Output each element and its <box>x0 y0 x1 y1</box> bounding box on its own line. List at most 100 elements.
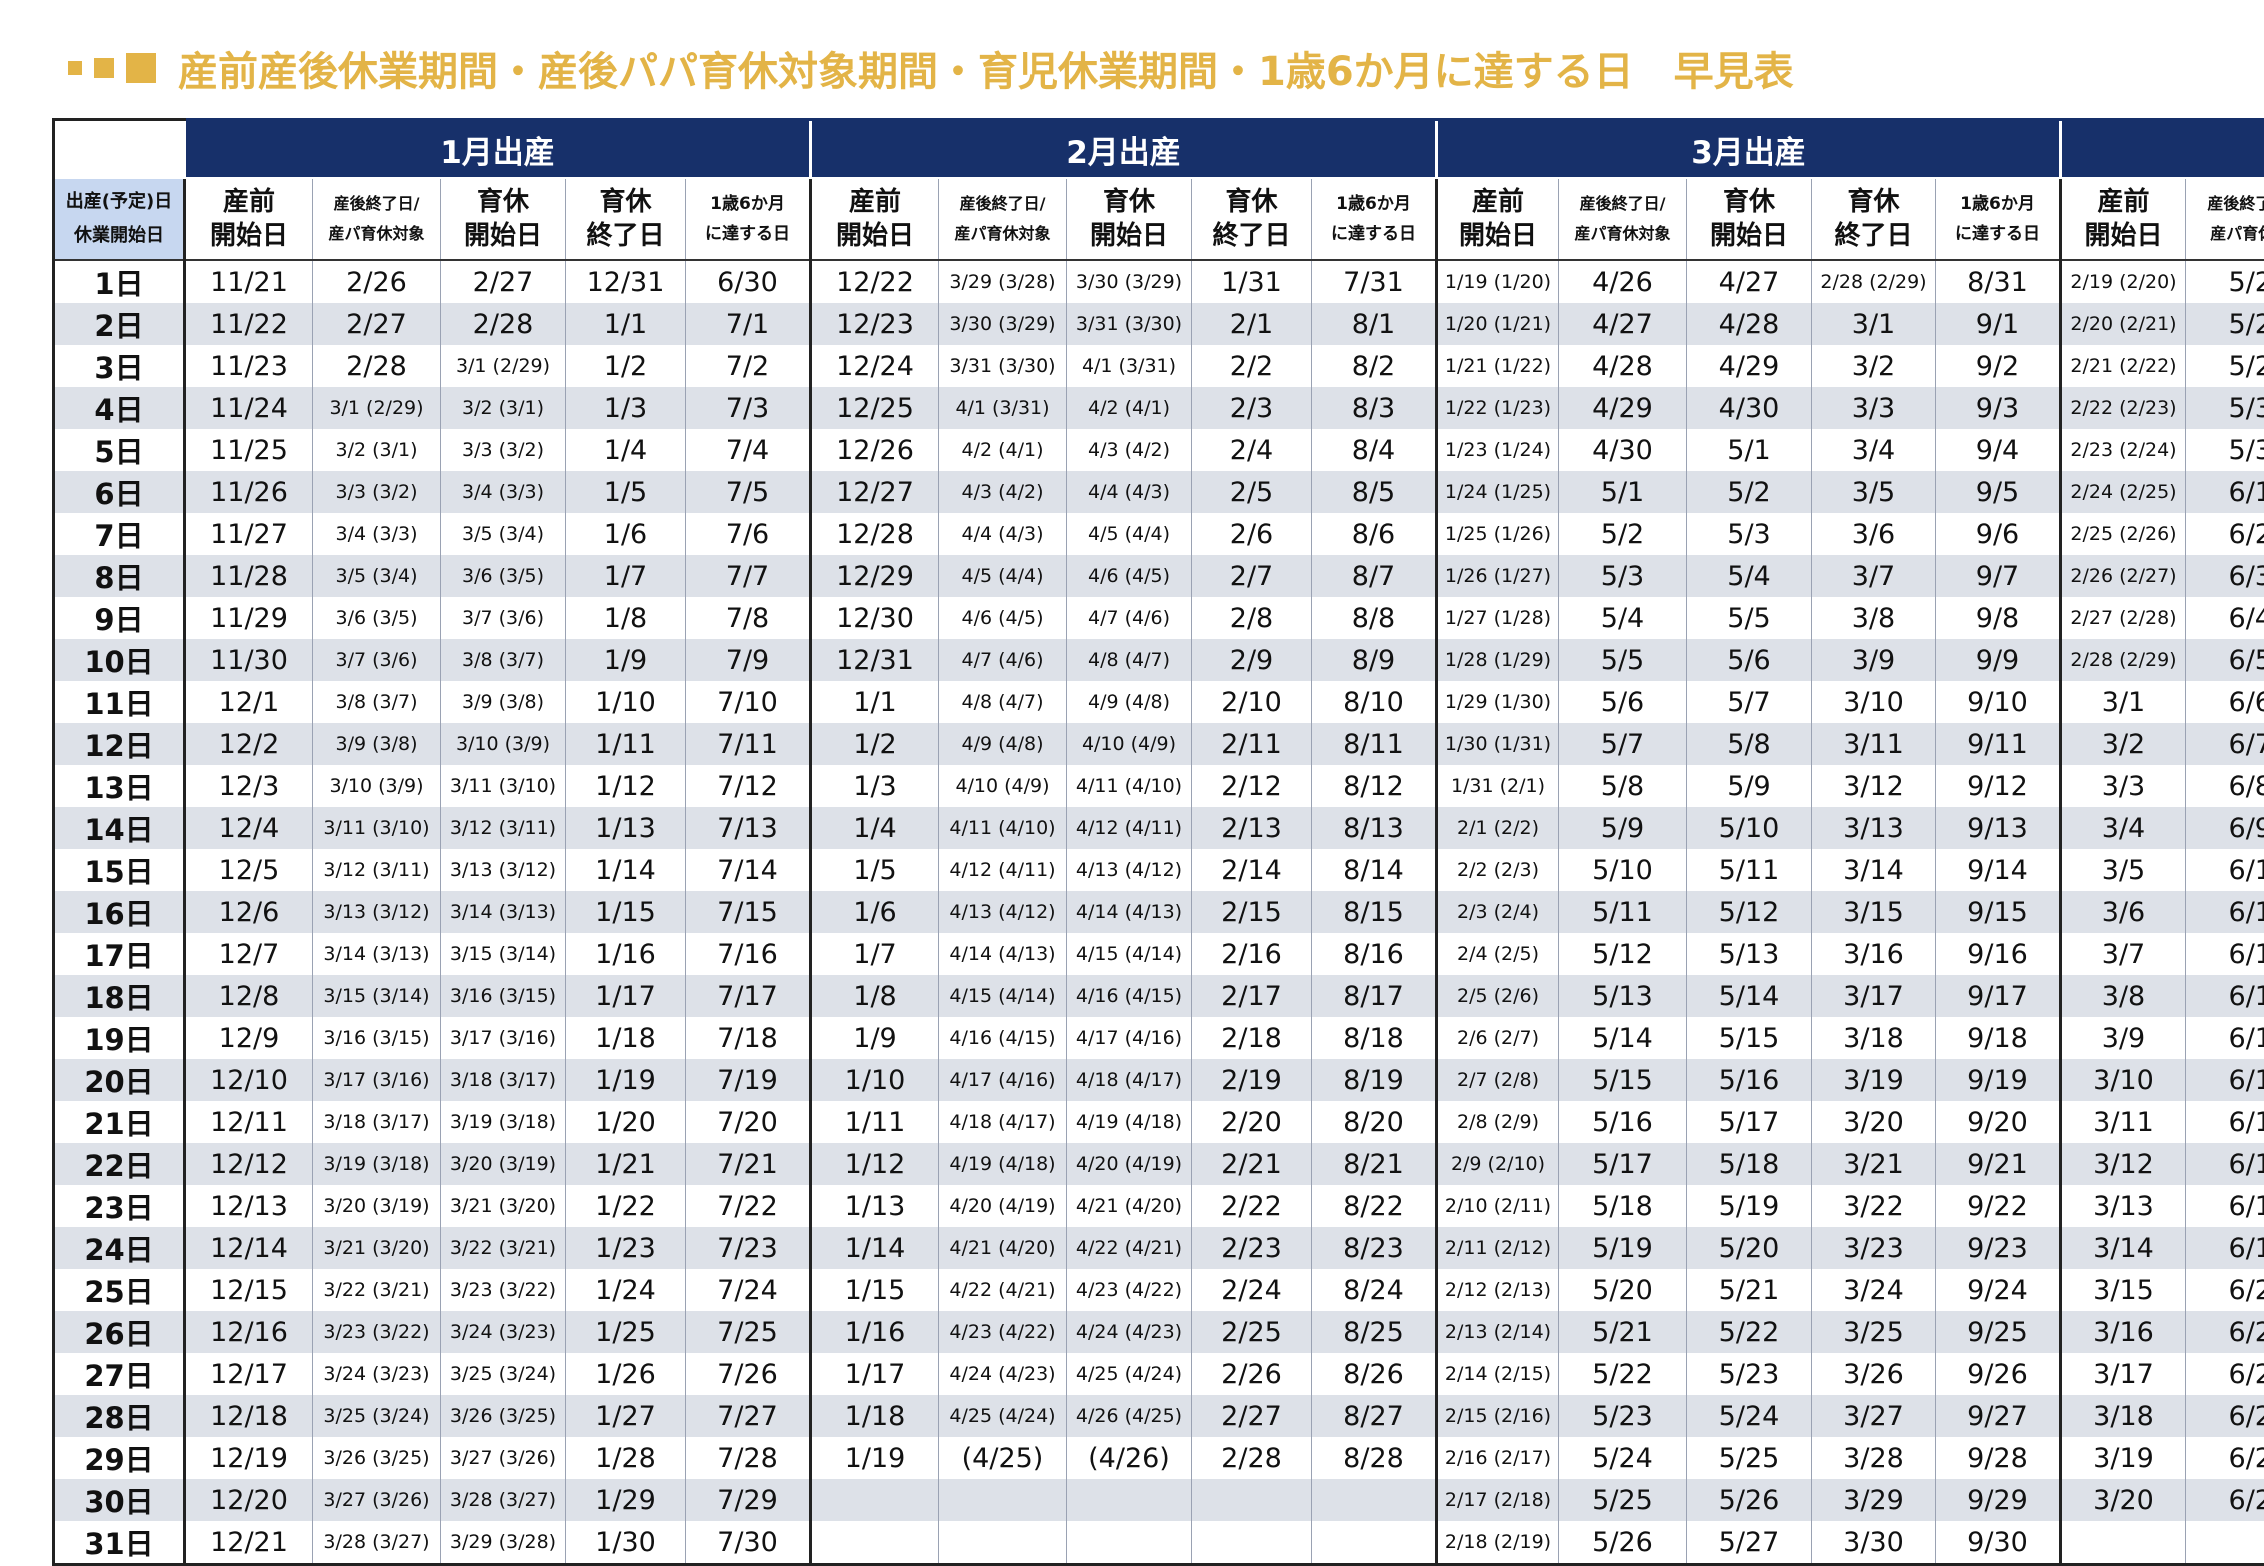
table-cell: 1/6 <box>566 513 686 555</box>
table-cell: 1/12 <box>566 765 686 807</box>
table-cell: 1/29 (1/30) <box>1437 681 1559 723</box>
table-cell: 6/2 <box>2186 1311 2264 1353</box>
table-cell <box>1312 1521 1437 1565</box>
col-header-childcare-start-line1: 育休 <box>441 185 565 219</box>
table-cell: 3/13 <box>2061 1185 2186 1227</box>
table-cell: 9/3 <box>1936 387 2061 429</box>
table-cell: 3/22 (3/21) <box>313 1269 441 1311</box>
table-cell: 3/8 (3/7) <box>313 681 441 723</box>
table-cell: 5/20 <box>1687 1227 1812 1269</box>
table-cell: 5/21 <box>1687 1269 1812 1311</box>
day-label: 8日 <box>54 555 185 597</box>
table-cell: 1/6 <box>811 891 939 933</box>
col-header-postnatal-end: 産後終了日/産パ育休対 <box>2186 178 2264 260</box>
table-cell: 3/2 (3/1) <box>313 429 441 471</box>
table-cell: 9/4 <box>1936 429 2061 471</box>
day-label: 19日 <box>54 1017 185 1059</box>
col-header-childcare-end-line2: 終了日 <box>1192 219 1311 253</box>
table-cell: 3/2 <box>1812 345 1936 387</box>
table-cell: 4/27 <box>1559 303 1687 345</box>
table-cell: 1/8 <box>566 597 686 639</box>
table-cell: 12/6 <box>185 891 313 933</box>
table-cell: 2/12 <box>1192 765 1312 807</box>
table-cell: 5/4 <box>1559 597 1687 639</box>
leave-period-table: 1月出産 2月出産 3月出産 出産(予定)日休業開始日産前開始日産後終了日/産パ… <box>52 118 2264 1566</box>
table-cell: 3/15 <box>2061 1269 2186 1311</box>
table-cell: 6/2 <box>2186 1395 2264 1437</box>
table-cell: 3/30 <box>1812 1521 1936 1565</box>
col-header-prenatal-start-line1: 産前 <box>186 185 312 219</box>
table-cell: 3/25 <box>1812 1311 1936 1353</box>
table-cell: 5/19 <box>1559 1227 1687 1269</box>
table-cell: 1/2 <box>566 345 686 387</box>
table-cell: 4/4 (4/3) <box>939 513 1067 555</box>
table-cell: 1/7 <box>811 933 939 975</box>
table-cell: 3/11 <box>2061 1101 2186 1143</box>
col-header-childcare-start: 育休開始日 <box>1687 178 1812 260</box>
table-cell: 2/21 (2/22) <box>2061 345 2186 387</box>
table-cell: 6/1 <box>2186 849 2264 891</box>
table-cell: 2/9 (2/10) <box>1437 1143 1559 1185</box>
table-cell: 4/13 (4/12) <box>939 891 1067 933</box>
table-cell: 1/28 <box>566 1437 686 1479</box>
table-cell: 2/13 (2/14) <box>1437 1311 1559 1353</box>
table-cell: 2/26 <box>1192 1353 1312 1395</box>
table-cell: 9/30 <box>1936 1521 2061 1565</box>
table-cell: 1/28 (1/29) <box>1437 639 1559 681</box>
table-cell: 3/7 (3/6) <box>313 639 441 681</box>
table-cell <box>939 1521 1067 1565</box>
table-cell: 3/28 (3/27) <box>441 1479 566 1521</box>
table-cell: 6/1 <box>2186 891 2264 933</box>
table-cell: 3/14 (3/13) <box>441 891 566 933</box>
table-cell: 3/18 <box>1812 1017 1936 1059</box>
table-cell: 1/11 <box>811 1101 939 1143</box>
table-cell: 7/21 <box>686 1143 811 1185</box>
table-cell: 2/17 (2/18) <box>1437 1479 1559 1521</box>
table-cell: 8/27 <box>1312 1395 1437 1437</box>
table-cell: 12/16 <box>185 1311 313 1353</box>
table-cell: 3/31 (3/30) <box>1067 303 1192 345</box>
table-cell: 4/24 (4/23) <box>1067 1311 1192 1353</box>
table-cell: 2/2 (2/3) <box>1437 849 1559 891</box>
table-cell: 12/12 <box>185 1143 313 1185</box>
table-cell: 4/20 (4/19) <box>939 1185 1067 1227</box>
table-cell: 8/23 <box>1312 1227 1437 1269</box>
table-cell: 4/8 (4/7) <box>939 681 1067 723</box>
table-cell: 6/6 <box>2186 681 2264 723</box>
col-header-prenatal-start-line2: 開始日 <box>2062 219 2185 253</box>
table-cell: 7/27 <box>686 1395 811 1437</box>
table-cell: 7/23 <box>686 1227 811 1269</box>
table-cell: 9/24 <box>1936 1269 2061 1311</box>
table-cell: 7/13 <box>686 807 811 849</box>
col-header-age-1y6m-line2: に達する日 <box>686 219 809 249</box>
col-header-age-1y6m-line1: 1歳6か月 <box>1312 189 1435 219</box>
col-header-postnatal-end-line1: 産後終了日/ <box>939 189 1066 219</box>
table-cell: 5/26 <box>1687 1479 1812 1521</box>
table-cell: 4/30 <box>1687 387 1812 429</box>
table-cell: 12/19 <box>185 1437 313 1479</box>
table-cell: 8/25 <box>1312 1311 1437 1353</box>
table-cell: 7/14 <box>686 849 811 891</box>
day-label: 29日 <box>54 1437 185 1479</box>
col-header-postnatal-end-line2: 産パ育休対 <box>2186 219 2264 249</box>
col-header-postnatal-end-line2: 産パ育休対象 <box>313 219 440 249</box>
table-cell: 12/11 <box>185 1101 313 1143</box>
table-cell: 7/20 <box>686 1101 811 1143</box>
table-cell: 1/10 <box>566 681 686 723</box>
table-cell: 4/19 (4/18) <box>939 1143 1067 1185</box>
col-header-childcare-end: 育休終了日 <box>1192 178 1312 260</box>
table-cell: 4/26 (4/25) <box>1067 1395 1192 1437</box>
table-cell: 9/21 <box>1936 1143 2061 1185</box>
table-cell: 1/24 <box>566 1269 686 1311</box>
table-cell: 3/1 (2/29) <box>313 387 441 429</box>
table-cell: 6/1 <box>2186 1017 2264 1059</box>
table-cell: 1/17 <box>811 1353 939 1395</box>
table-cell: 9/8 <box>1936 597 2061 639</box>
